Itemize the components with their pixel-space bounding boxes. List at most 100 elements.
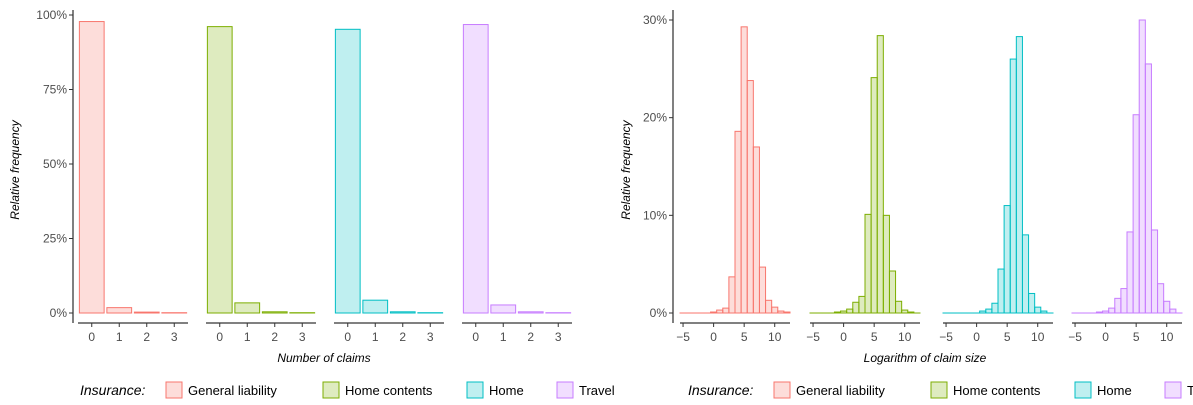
- x-tick-label: 2: [271, 330, 278, 344]
- histogram-bar: [846, 308, 854, 314]
- x-tick-label: 0: [973, 330, 980, 344]
- legend-key: [1164, 381, 1182, 399]
- facet-panel: 0 1 2 3: [78, 21, 188, 344]
- histogram-bar: [746, 80, 754, 314]
- legend-key: [165, 381, 183, 399]
- x-tick-label: 2: [527, 330, 534, 344]
- y-tick-label: 10%: [643, 208, 667, 222]
- legend: Insurance: General liability Home contents…: [80, 381, 615, 399]
- facet-panel: 0 1 2 3: [462, 24, 572, 344]
- y-axis-title: Relative frequency: [619, 119, 633, 219]
- x-tick-label: 3: [555, 330, 562, 344]
- histogram-bar: [833, 311, 842, 314]
- x-tick-label: −5: [676, 330, 690, 344]
- histogram-bar: [1095, 311, 1104, 314]
- histogram-bar: [1120, 288, 1128, 314]
- bar: [261, 311, 288, 314]
- legend-label: Travel: [1187, 383, 1193, 398]
- histogram-bar: [758, 266, 767, 314]
- histogram-bar: [716, 309, 724, 314]
- histogram-bar: [907, 311, 915, 314]
- x-tick-label: 10: [1031, 330, 1045, 344]
- histogram-bar: [870, 77, 878, 314]
- histogram-bar: [783, 311, 791, 314]
- x-tick-label: 0: [88, 330, 95, 344]
- x-tick-label: 3: [299, 330, 306, 344]
- histogram-bar: [858, 295, 866, 314]
- legend-label: General liability: [796, 383, 885, 398]
- bar: [517, 311, 544, 314]
- x-tick-label: 5: [1133, 330, 1140, 344]
- bar: [206, 26, 233, 314]
- y-tick-label: 30%: [643, 13, 667, 27]
- legend-label: Travel: [579, 383, 615, 398]
- histogram-bar: [1015, 36, 1023, 314]
- facet-panel: −5 0 5 10: [939, 36, 1054, 344]
- facet-panel: −5 0 5 10: [676, 26, 791, 344]
- legend-label: Home: [1097, 383, 1132, 398]
- x-tick-label: 5: [741, 330, 748, 344]
- x-tick-label: 0: [710, 330, 717, 344]
- x-tick-label: 2: [399, 330, 406, 344]
- histogram-bar: [1163, 300, 1171, 314]
- x-tick-label: 1: [500, 330, 507, 344]
- histogram-bar: [888, 270, 897, 314]
- histogram-bar: [752, 146, 760, 314]
- histogram-bar: [1028, 292, 1036, 314]
- y-tick-label: 75%: [43, 83, 67, 97]
- histogram-bar: [895, 300, 903, 314]
- bar: [106, 307, 133, 314]
- histogram-bar: [1144, 63, 1152, 314]
- facet-panel: 0 1 2 3: [206, 26, 316, 344]
- histogram-bar: [722, 307, 730, 314]
- histogram-bar: [1021, 234, 1030, 314]
- histogram-bar: [1009, 58, 1017, 314]
- legend-label: Home contents: [345, 383, 433, 398]
- y-tick-label: 0%: [650, 306, 668, 320]
- x-tick-label: −5: [1068, 330, 1082, 344]
- histogram-bar: [1138, 19, 1146, 314]
- y-tick-label: 20%: [643, 111, 667, 125]
- histogram-bar: [1114, 297, 1122, 314]
- x-tick-label: 3: [171, 330, 178, 344]
- histogram-bar: [1040, 310, 1048, 314]
- histogram-bar: [1132, 114, 1140, 314]
- histogram-bar: [1108, 307, 1116, 314]
- histogram-bar: [840, 310, 848, 314]
- bar: [234, 302, 261, 314]
- histogram-bar: [1003, 205, 1011, 314]
- x-tick-label: 3: [427, 330, 434, 344]
- x-tick-label: 0: [472, 330, 479, 344]
- x-axis-title: Number of claims: [277, 351, 370, 365]
- facet-panel: 0 1 2 3: [334, 28, 444, 344]
- histogram-bar: [985, 308, 993, 314]
- histogram-bar: [765, 299, 773, 314]
- legend: Insurance: General liability Home contents…: [688, 381, 1193, 399]
- histogram-bar: [728, 276, 736, 314]
- histogram-bar: [1150, 229, 1159, 314]
- bar: [78, 21, 105, 314]
- bar: [462, 24, 489, 314]
- x-tick-label: 1: [116, 330, 123, 344]
- x-tick-label: 10: [1160, 330, 1174, 344]
- y-axis-title: Relative frequency: [8, 119, 22, 219]
- y-tick-label: 100%: [36, 8, 67, 22]
- legend-key: [930, 381, 948, 399]
- x-tick-label: 1: [244, 330, 251, 344]
- legend-key: [556, 381, 574, 399]
- x-tick-label: 5: [1004, 330, 1011, 344]
- plots: 0 1 2 3 0 1 2 3 0 1 2 3 0 1 2 30%25%50%75%100%Relative …: [8, 8, 1193, 399]
- histogram-bar: [734, 130, 742, 314]
- bar: [490, 304, 517, 314]
- y-tick-label: 0%: [50, 306, 68, 320]
- x-tick-label: 0: [840, 330, 847, 344]
- x-tick-label: 5: [871, 330, 878, 344]
- histogram-bar: [1034, 306, 1042, 314]
- x-tick-label: −5: [806, 330, 820, 344]
- bar: [389, 311, 416, 314]
- x-axis-title: Logarithm of claim size: [864, 351, 987, 365]
- bar: [133, 311, 160, 314]
- legend-title: Insurance:: [80, 382, 145, 398]
- x-tick-label: 2: [143, 330, 150, 344]
